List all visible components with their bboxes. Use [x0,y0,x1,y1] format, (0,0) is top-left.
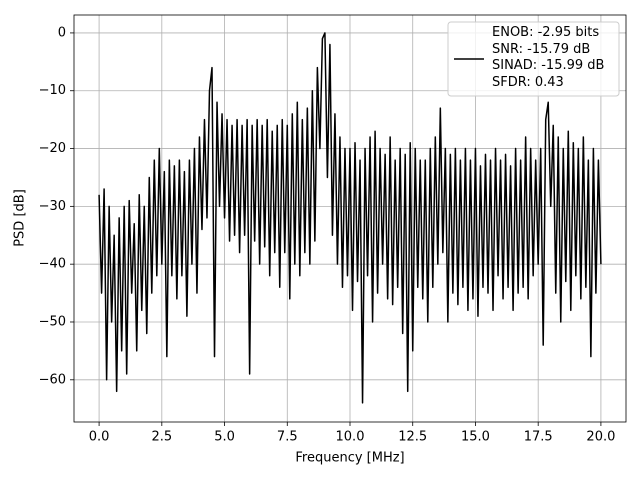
x-tick-label: 7.5 [277,430,298,445]
psd-line [98,32,602,404]
x-tick-label: 12.5 [398,430,427,445]
plot-frame [73,14,627,423]
y-tick-label: −30 [39,199,66,214]
x-tick-label: 20.0 [586,430,615,445]
y-tick-label: −50 [39,314,66,329]
legend-box [447,21,620,97]
y-tick-label: −40 [39,257,66,272]
y-tick-label: −60 [39,372,66,387]
x-tick-label: 5.0 [214,430,235,445]
x-axis-label: Frequency [MHz] [295,451,404,466]
y-tick-label: −20 [39,141,66,156]
x-tick-label: 15.0 [461,430,490,445]
legend-label: ENOB: -2.95 bits SNR: -15.79 dB SINAD: -… [492,25,605,90]
y-tick-label: −10 [39,83,66,98]
x-tick-label: 10.0 [336,430,365,445]
x-tick-label: 17.5 [524,430,553,445]
x-tick-label: 0.0 [89,430,110,445]
y-axis-label: PSD [dB] [13,189,28,247]
x-tick-label: 2.5 [151,430,172,445]
y-tick-label: 0 [58,25,66,40]
